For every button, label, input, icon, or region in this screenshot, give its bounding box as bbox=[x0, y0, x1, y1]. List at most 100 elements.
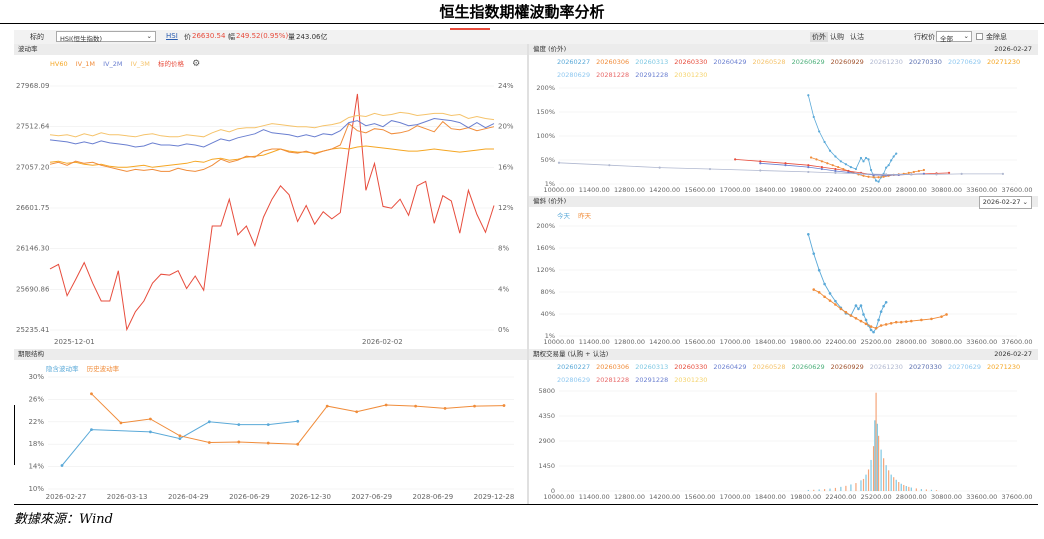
term-point-隐含波动率 bbox=[60, 464, 64, 467]
view-button-otm[interactable]: 价外 bbox=[810, 32, 828, 42]
skew-y-tick: 50% bbox=[541, 156, 555, 164]
oi-expiry-20281228[interactable]: 20281228 bbox=[596, 376, 630, 384]
skew-expiry-20270330[interactable]: 20270330 bbox=[908, 58, 942, 66]
oi-expiry-20260313[interactable]: 20260313 bbox=[635, 363, 669, 371]
oi-y-tick: 5800 bbox=[538, 387, 555, 395]
smile-x-tick: 15600.00 bbox=[684, 338, 715, 346]
skew-point-20260227 bbox=[818, 130, 821, 133]
term-chart: 30% 26% 22% 18% 14% 10%2026-02-27 2026-03-13 20… bbox=[28, 373, 514, 501]
term-point-隐含波动率 bbox=[296, 419, 300, 423]
skew-expiry-20280629[interactable]: 20280629 bbox=[557, 71, 591, 79]
oi-bar bbox=[862, 478, 865, 491]
term-y-tick: 10% bbox=[28, 485, 44, 493]
oi-x-tick: 33600.00 bbox=[966, 493, 997, 501]
ex-dividend-checkbox[interactable] bbox=[976, 33, 983, 40]
skew-point-20261230 bbox=[807, 170, 810, 174]
skew-expiry-20260330[interactable]: 20260330 bbox=[674, 58, 708, 66]
smile-date-select[interactable]: 2026-02-27 ⌄ bbox=[978, 196, 1032, 209]
term-point-历史波动率 bbox=[414, 404, 417, 408]
skew-expiry-20281228[interactable]: 20281228 bbox=[596, 71, 630, 79]
smile-x-tick: 30800.00 bbox=[931, 338, 962, 346]
term-y-tick: 30% bbox=[28, 373, 44, 381]
term-x-tick: 2026-06-29 bbox=[229, 493, 270, 501]
legend-underlying-price[interactable]: 标的价格 bbox=[158, 60, 184, 68]
oi-expiry-20301230[interactable]: 20301230 bbox=[674, 376, 708, 384]
ticker-link[interactable]: HSI bbox=[166, 32, 178, 40]
oi-expiry-20261230[interactable]: 20261230 bbox=[869, 363, 903, 371]
vol-right-tick: 12% bbox=[498, 204, 514, 212]
oi-expiry-20260629[interactable]: 20260629 bbox=[791, 363, 825, 371]
skew-point-20260429 bbox=[820, 167, 823, 171]
legend-historical-vol[interactable]: 历史波动率 bbox=[86, 365, 120, 373]
gear-icon[interactable]: ⚙ bbox=[192, 59, 201, 69]
smile-point-今天 bbox=[854, 304, 858, 307]
oi-expiry-20291228[interactable]: 20291228 bbox=[635, 376, 669, 384]
legend-yesterday[interactable]: 昨天 bbox=[578, 212, 592, 220]
term-point-历史波动率 bbox=[119, 421, 123, 425]
oi-expiry-legend-row1: 20260227 20260306 20260313 20260330 20260429… bbox=[557, 363, 1026, 371]
skew-expiry-20291228[interactable]: 20291228 bbox=[635, 71, 669, 79]
skew-point-20260429 bbox=[784, 164, 787, 167]
skew-point-20260330 bbox=[807, 164, 810, 167]
oi-expiry-20270629[interactable]: 20270629 bbox=[947, 363, 982, 371]
skew-expiry-20260528[interactable]: 20260528 bbox=[752, 58, 786, 66]
legend-today[interactable]: 今天 bbox=[557, 212, 570, 220]
skew-point-20261230 bbox=[960, 172, 963, 175]
legend-implied-vol[interactable]: 隐含波动率 bbox=[46, 365, 79, 373]
oi-x-tick: 15600.00 bbox=[684, 493, 715, 501]
skew-expiry-20270629[interactable]: 20270629 bbox=[947, 58, 982, 66]
oi-bar bbox=[874, 420, 876, 491]
skew-expiry-20260429[interactable]: 20260429 bbox=[713, 58, 747, 66]
oi-expiry-20260429[interactable]: 20260429 bbox=[713, 363, 747, 371]
view-button-put[interactable]: 认沽 bbox=[850, 33, 864, 41]
oi-x-tick: 37600.00 bbox=[1001, 493, 1032, 501]
skew-point-20260306 bbox=[809, 156, 813, 159]
oi-y-tick: 0 bbox=[551, 487, 555, 495]
smile-y-tick: 80% bbox=[541, 288, 555, 296]
skew-point-20260330 bbox=[820, 166, 823, 169]
skew-date[interactable]: 2026-02-27 bbox=[994, 45, 1032, 53]
oi-expiry-20260227[interactable]: 20260227 bbox=[557, 363, 591, 371]
term-y-tick: 14% bbox=[28, 463, 44, 471]
skew-expiry-20260929[interactable]: 20260929 bbox=[830, 58, 864, 66]
smile-point-昨天 bbox=[889, 321, 893, 325]
price-value: 26630.54 bbox=[192, 32, 226, 40]
legend-hv60[interactable]: HV60 bbox=[50, 60, 68, 68]
oi-expiry-20270330[interactable]: 20270330 bbox=[908, 363, 942, 371]
skew-expiry-20260629[interactable]: 20260629 bbox=[791, 58, 825, 66]
skew-expiry-20260227[interactable]: 20260227 bbox=[557, 58, 591, 66]
legend-iv-1m[interactable]: IV_1M bbox=[75, 60, 96, 68]
oi-expiry-20260929[interactable]: 20260929 bbox=[830, 363, 864, 371]
skew-expiry-20260306[interactable]: 20260306 bbox=[596, 58, 630, 66]
legend-iv-3m[interactable]: IV_3M bbox=[130, 60, 150, 68]
term-point-历史波动率 bbox=[178, 434, 182, 438]
smile-point-今天 bbox=[807, 232, 810, 236]
smile-point-昨天 bbox=[859, 319, 863, 323]
oi-expiry-20280629[interactable]: 20280629 bbox=[557, 376, 591, 384]
oi-x-tick: 14200.00 bbox=[649, 493, 680, 501]
skew-point-20260429 bbox=[807, 166, 810, 169]
skew-expiry-20271230[interactable]: 20271230 bbox=[987, 58, 1021, 66]
vol-right-tick: 0% bbox=[498, 326, 509, 334]
skew-point-20261230 bbox=[557, 161, 561, 164]
term-point-历史波动率 bbox=[266, 441, 270, 445]
oi-expiry-20260528[interactable]: 20260528 bbox=[752, 363, 786, 371]
skew-expiry-20301230[interactable]: 20301230 bbox=[674, 71, 708, 79]
oi-expiry-20260306[interactable]: 20260306 bbox=[596, 363, 630, 371]
skew-expiry-20261230[interactable]: 20261230 bbox=[869, 58, 903, 66]
oi-date[interactable]: 2026-02-27 bbox=[994, 350, 1032, 358]
volume-value: 243.06亿 bbox=[296, 33, 328, 41]
underlying-select[interactable]: HSI(恒生指数) ⌄ bbox=[56, 31, 156, 43]
oi-bar bbox=[845, 485, 847, 491]
skew-point-20260306 bbox=[882, 175, 885, 178]
strike-select[interactable]: 全部 ⌄ bbox=[936, 31, 972, 43]
oi-expiry-20260330[interactable]: 20260330 bbox=[674, 363, 708, 371]
vol-left-tick: 26601.75 bbox=[16, 204, 49, 212]
skew-expiry-20260313[interactable]: 20260313 bbox=[635, 58, 669, 66]
view-button-call[interactable]: 认购 bbox=[830, 33, 844, 41]
vol-panel: 波动率 HV60 IV_1M IV_2M IV_3M 标的价格 ⚙ 27968.… bbox=[14, 44, 527, 348]
skew-point-20260227 bbox=[839, 160, 842, 163]
legend-iv-2m[interactable]: IV_2M bbox=[103, 60, 123, 68]
oi-expiry-20271230[interactable]: 20271230 bbox=[987, 363, 1021, 371]
smile-point-昨天 bbox=[839, 307, 843, 311]
